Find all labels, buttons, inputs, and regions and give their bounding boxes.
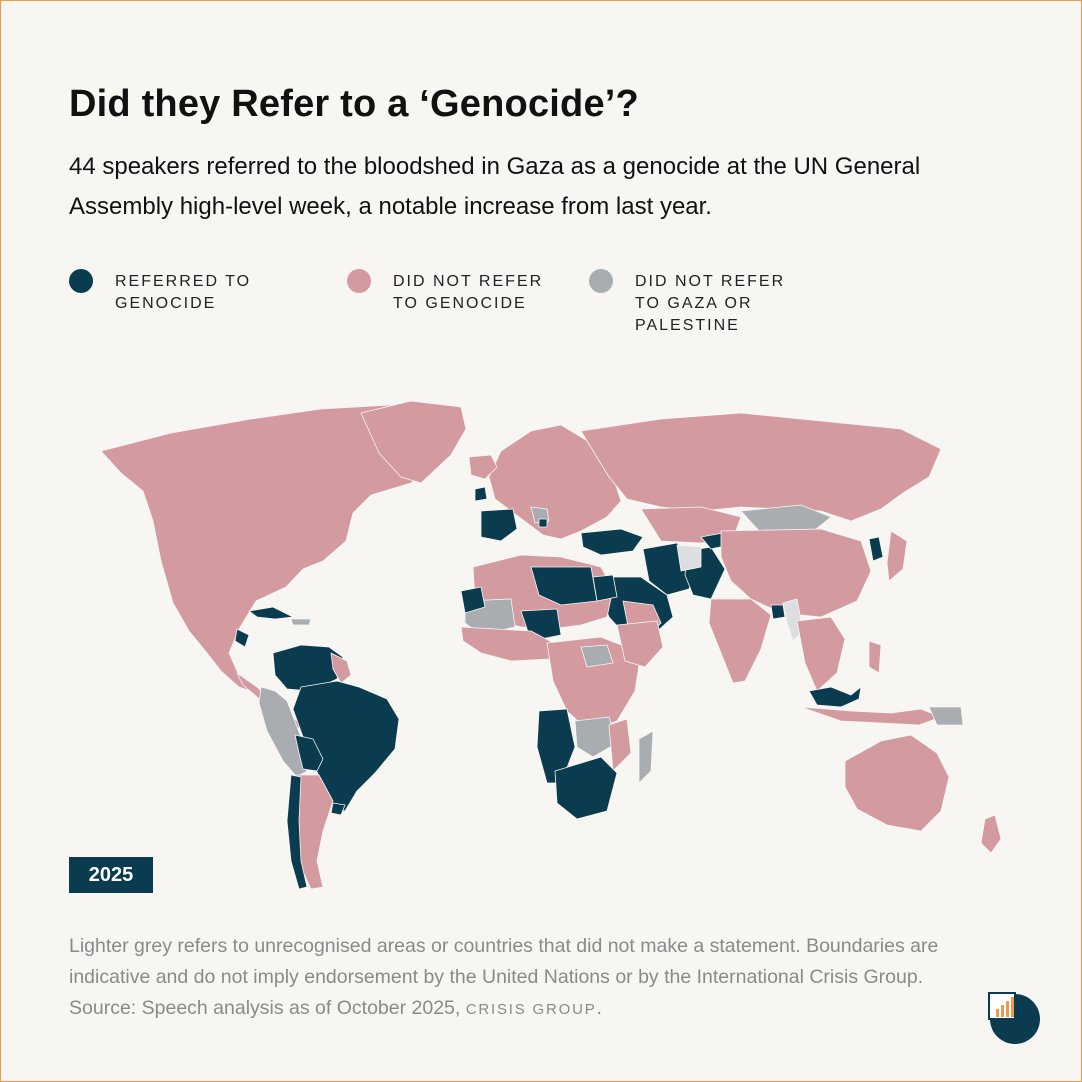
region-west-africa <box>460 626 562 662</box>
region-indonesia <box>800 706 942 726</box>
region-japan <box>886 530 908 582</box>
region-slovenia <box>538 518 548 528</box>
region-china <box>720 528 872 618</box>
region-mongolia <box>740 504 832 534</box>
year-badge: 2025 <box>69 857 153 893</box>
region-iceland-uk <box>468 454 498 480</box>
region-turkey <box>580 528 644 556</box>
region-venezuela-colombia <box>272 644 344 692</box>
region-uruguay <box>330 802 346 816</box>
region-png-grey <box>928 706 964 726</box>
legend-label-referred: REFERRED TO GENOCIDE <box>115 273 252 312</box>
region-ireland <box>474 486 488 502</box>
region-bangladesh <box>770 604 786 620</box>
footnote-source: CRISIS GROUP <box>465 1001 597 1018</box>
region-new-zealand <box>980 814 1002 854</box>
region-philippines <box>868 640 882 674</box>
region-egypt <box>592 574 618 602</box>
region-ecuador-peru <box>258 686 308 778</box>
crisis-group-logo <box>988 992 1040 1044</box>
page-title: Did they Refer to a ‘Genocide’? <box>69 83 639 125</box>
region-libya-algeria <box>530 566 598 606</box>
legend-swatch-referred <box>69 269 93 293</box>
region-india <box>708 598 772 684</box>
legend-swatch-not-referred <box>347 269 371 293</box>
region-madagascar <box>638 730 654 784</box>
region-bolivia <box>294 734 324 772</box>
region-south-africa <box>554 756 618 820</box>
region-southeast-asia <box>796 616 846 692</box>
region-malaysia <box>808 686 862 708</box>
region-chile <box>286 774 308 890</box>
region-horn-grey <box>580 644 614 668</box>
region-guianas <box>330 652 352 684</box>
region-myanmar <box>782 598 804 642</box>
region-central-africa <box>546 636 642 732</box>
region-greenland <box>360 400 467 484</box>
region-korea <box>868 536 884 562</box>
region-zambia-zimbabwe-grey <box>574 716 618 758</box>
legend-label-no-reference: DID NOT REFER TO GAZA OR PALESTINE <box>635 273 786 334</box>
legend-label-not-referred: DID NOT REFER TO GENOCIDE <box>393 273 544 312</box>
region-turkmenistan <box>676 544 702 572</box>
page-subtitle: 44 speakers referred to the bloodshed in… <box>69 153 921 220</box>
region-caribbean-grey <box>290 618 312 626</box>
region-cuba <box>248 606 294 620</box>
footnote-text: Lighter grey refers to unrecognised area… <box>69 935 939 1019</box>
footnote-end: . <box>596 997 602 1019</box>
region-australia <box>844 734 950 832</box>
legend-swatch-no-reference <box>589 269 613 293</box>
region-iberia <box>480 508 518 542</box>
region-east-africa <box>616 620 664 668</box>
region-nicaragua <box>234 628 250 648</box>
region-russia <box>580 412 942 522</box>
footnote: Lighter grey refers to unrecognised area… <box>69 931 969 1025</box>
region-europe <box>488 424 622 540</box>
region-mauritania <box>460 586 486 614</box>
world-map <box>100 400 1002 890</box>
region-mozambique <box>608 718 632 772</box>
